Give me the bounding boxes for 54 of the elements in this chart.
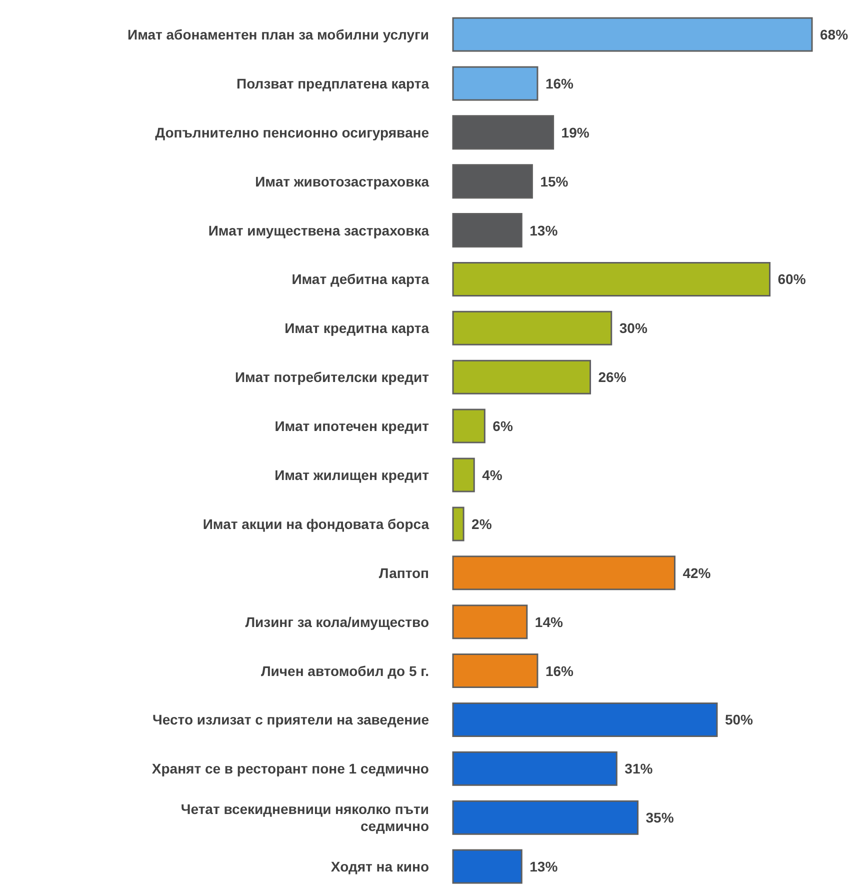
bar (452, 262, 771, 296)
y-tick-label: Лизинг за кола/имущество (245, 614, 429, 630)
y-tick-label: Допълнително пенсионно осигуряване (155, 124, 430, 140)
data-label: 16% (545, 75, 574, 92)
bar (452, 17, 813, 52)
y-tick-label: Имат акции на фондовата борса (202, 516, 430, 532)
data-label: 60% (778, 271, 806, 288)
y-tick-label: Имат ипотечен кредит (274, 418, 430, 434)
bar (452, 458, 475, 492)
y-tick-label: Имат потребителски кредит (234, 369, 430, 386)
y-tick-label: Имат животозастраховка (255, 173, 430, 190)
y-tick-label: Имат абонаментен план за мобилни услуги (128, 26, 429, 42)
y-tick-label: Ползват предплатена карта (236, 75, 430, 92)
data-label: 13% (530, 222, 558, 238)
bar (452, 800, 639, 835)
bar (452, 310, 612, 346)
bar (452, 654, 538, 688)
bar (452, 115, 554, 150)
y-tick-label: Четат всекидневници няколко пъти седмично (180, 801, 429, 834)
y-tick-label: Ходят на кино (330, 858, 429, 875)
data-label: 35% (646, 810, 674, 826)
bar (452, 604, 528, 640)
bar (452, 702, 718, 737)
y-tick-label: Често излизат с приятели на заведение (152, 712, 430, 728)
bar (452, 66, 538, 101)
y-tick-label: Хранят се в ресторант поне 1 седмично (152, 760, 429, 777)
bar (452, 408, 486, 444)
y-tick-label: Лаптоп (378, 564, 429, 581)
data-label: 26% (598, 369, 627, 386)
data-label: 30% (619, 320, 648, 336)
y-tick-label: Личен автомобил до 5 г. (260, 662, 429, 679)
y-tick-label: Имат имуществена застраховка (208, 222, 430, 238)
bar (452, 213, 522, 248)
bar (452, 849, 522, 884)
y-tick-label: Имат кредитна карта (284, 320, 430, 336)
y-tick-label: Имат дебитна карта (292, 271, 430, 288)
data-label: 68% (820, 26, 849, 42)
data-label: 6% (492, 418, 514, 434)
data-label: 42% (682, 564, 712, 581)
bar (452, 556, 676, 590)
data-label: 16% (545, 662, 574, 679)
data-label: 31% (624, 760, 654, 777)
y-tick-label: Имат жилищен кредит (274, 466, 430, 483)
data-label: 50% (724, 712, 754, 728)
bar (452, 506, 464, 542)
data-label: 13% (530, 858, 558, 875)
data-label: 19% (561, 124, 590, 140)
bar (452, 751, 618, 786)
bar (452, 164, 533, 199)
data-label: 15% (540, 173, 569, 190)
data-label: 4% (482, 467, 503, 483)
data-label: 14% (534, 614, 564, 630)
bar (452, 360, 592, 394)
data-label: 2% (472, 516, 492, 532)
